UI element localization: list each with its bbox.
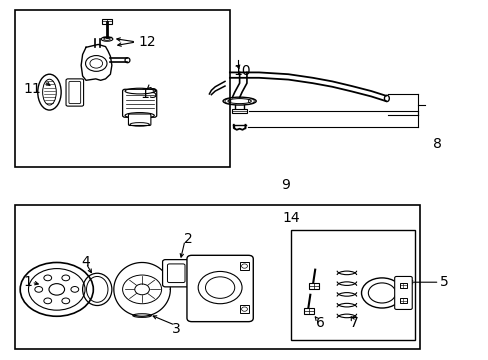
Bar xyxy=(290,230,414,339)
FancyBboxPatch shape xyxy=(128,114,151,126)
Text: 9: 9 xyxy=(281,178,290,192)
Bar xyxy=(304,308,313,314)
Text: 6: 6 xyxy=(315,316,324,330)
Text: 14: 14 xyxy=(282,211,299,225)
Text: 1: 1 xyxy=(23,275,32,289)
Text: 12: 12 xyxy=(138,35,156,49)
Text: 5: 5 xyxy=(439,275,448,289)
Text: 13: 13 xyxy=(141,87,158,101)
FancyBboxPatch shape xyxy=(162,260,189,287)
Text: 8: 8 xyxy=(432,137,441,151)
Text: 10: 10 xyxy=(233,64,250,78)
Bar xyxy=(231,109,247,113)
FancyBboxPatch shape xyxy=(167,264,184,283)
Text: 4: 4 xyxy=(81,256,90,270)
Text: 11: 11 xyxy=(23,82,41,95)
FancyBboxPatch shape xyxy=(394,276,411,310)
Bar xyxy=(15,205,419,348)
Bar xyxy=(239,262,249,270)
Bar xyxy=(399,283,407,288)
Text: 7: 7 xyxy=(349,316,358,330)
Bar xyxy=(15,10,229,167)
Text: 3: 3 xyxy=(171,322,180,336)
Text: 2: 2 xyxy=(183,232,192,246)
FancyBboxPatch shape xyxy=(69,81,81,104)
FancyBboxPatch shape xyxy=(66,79,83,106)
FancyBboxPatch shape xyxy=(122,89,157,117)
Bar xyxy=(399,298,407,303)
Bar xyxy=(239,305,249,314)
Bar xyxy=(308,283,318,289)
FancyBboxPatch shape xyxy=(186,255,253,321)
Bar xyxy=(102,19,112,24)
